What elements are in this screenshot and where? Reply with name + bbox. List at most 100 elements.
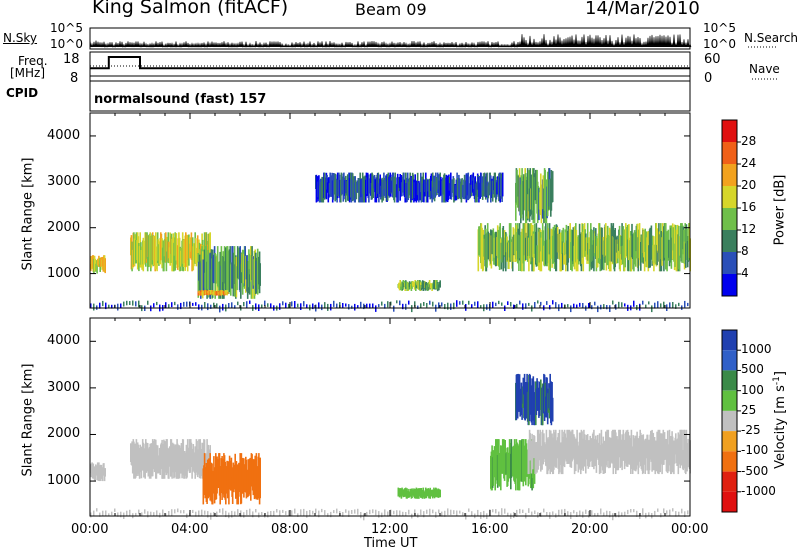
- ground-scatter-cell: [606, 510, 608, 516]
- ground-scatter-cell: [507, 301, 509, 305]
- ground-scatter-cell: [144, 509, 146, 514]
- ground-scatter-cell: [411, 305, 413, 313]
- data-cell: [601, 239, 604, 270]
- nave-tick-bottom: 0: [704, 71, 713, 86]
- freq-label: Freq.: [18, 54, 48, 68]
- ground-scatter-cell: [135, 301, 137, 307]
- ground-scatter-cell: [216, 303, 218, 308]
- ground-scatter-cell: [249, 508, 251, 516]
- ground-scatter-cell: [555, 302, 557, 309]
- data-cell: [656, 244, 658, 266]
- ground-scatter-cell: [507, 512, 509, 517]
- ground-scatter-cell: [180, 302, 182, 310]
- data-cell: [418, 489, 420, 499]
- ground-scatter-cell: [441, 511, 443, 517]
- ground-scatter-cell: [423, 511, 425, 518]
- data-cell: [104, 258, 106, 274]
- ground-scatter-cell: [282, 509, 284, 513]
- ground-scatter-cell: [147, 511, 149, 518]
- ground-scatter-cell: [138, 509, 140, 515]
- data-cell: [98, 465, 101, 482]
- data-cell: [569, 223, 571, 254]
- power-scale-swatch: [722, 186, 737, 208]
- data-cell: [570, 242, 572, 270]
- ground-scatter-cell: [492, 301, 494, 308]
- data-cell: [259, 457, 261, 499]
- data-cell: [621, 223, 623, 260]
- data-cell: [607, 429, 610, 459]
- ground-scatter-cell: [645, 304, 647, 308]
- ground-scatter-cell: [615, 513, 617, 518]
- power-scale-swatch: [722, 274, 737, 296]
- time-xtick: 08:00: [271, 522, 309, 537]
- ground-scatter-cell: [300, 303, 302, 310]
- ground-scatter-cell: [618, 301, 620, 309]
- ground-scatter-cell: [459, 510, 461, 514]
- ground-scatter-cell: [579, 302, 581, 307]
- ground-scatter-cell: [588, 303, 590, 309]
- ground-scatter-cell: [237, 509, 239, 516]
- ground-scatter-cell: [660, 513, 662, 518]
- ground-scatter-cell: [378, 304, 380, 308]
- data-cell: [428, 489, 430, 499]
- data-cell: [481, 182, 484, 200]
- ground-scatter-cell: [195, 302, 197, 306]
- ground-scatter-cell: [534, 302, 536, 308]
- power-ytick: 4000: [47, 127, 81, 143]
- ground-scatter-cell: [390, 509, 392, 517]
- data-cell: [209, 232, 211, 263]
- ground-scatter-cell: [168, 511, 170, 516]
- ground-scatter-cell: [540, 301, 542, 306]
- data-cell: [230, 457, 233, 486]
- ground-scatter-cell: [432, 509, 434, 514]
- ground-scatter-cell: [255, 303, 257, 310]
- ground-scatter-cell: [405, 512, 407, 516]
- ground-scatter-cell: [102, 300, 104, 307]
- time-xtick: 12:00: [371, 522, 409, 537]
- ground-scatter-cell: [198, 304, 200, 310]
- ground-scatter-cell: [468, 300, 470, 305]
- ground-scatter-cell: [570, 305, 572, 313]
- ground-scatter-cell: [603, 304, 605, 309]
- ground-scatter-cell: [177, 508, 179, 513]
- ground-scatter-cell: [642, 300, 644, 305]
- ground-scatter-cell: [315, 508, 317, 514]
- ground-scatter-cell: [90, 303, 92, 308]
- ground-scatter-cell: [303, 301, 305, 307]
- ground-scatter-cell: [654, 302, 656, 309]
- data-cell: [542, 230, 545, 248]
- ground-scatter-cell: [324, 510, 326, 516]
- ground-scatter-cell: [453, 510, 455, 515]
- ground-scatter-cell: [126, 300, 128, 306]
- ground-scatter-cell: [399, 510, 401, 516]
- power-scale-swatch: [722, 120, 737, 142]
- ground-scatter-cell: [435, 511, 437, 518]
- ground-scatter-cell: [630, 509, 632, 513]
- ground-scatter-cell: [345, 303, 347, 307]
- ground-scatter-cell: [597, 512, 599, 517]
- nave-tick-top: 60: [704, 52, 721, 67]
- data-cell: [547, 441, 550, 471]
- ground-scatter-cell: [513, 512, 515, 518]
- ground-scatter-cell: [267, 511, 269, 518]
- ground-scatter-cell: [591, 510, 593, 515]
- data-cell: [678, 241, 681, 272]
- ground-scatter-cell: [408, 300, 410, 305]
- ground-scatter-cell: [96, 508, 98, 512]
- data-cell: [582, 231, 585, 272]
- ground-scatter-cell: [372, 303, 374, 309]
- ground-scatter-cell: [624, 303, 626, 307]
- data-cell: [355, 186, 358, 200]
- ground-scatter-cell: [567, 511, 569, 516]
- ground-scatter-cell: [204, 510, 206, 515]
- ground-scatter-cell: [120, 511, 122, 518]
- ground-scatter-cell: [573, 510, 575, 514]
- ground-scatter-cell: [183, 301, 185, 307]
- data-cell: [439, 489, 441, 498]
- ground-scatter-cell: [516, 303, 518, 309]
- ground-scatter-cell: [579, 510, 581, 516]
- power-panel: [90, 168, 691, 313]
- ground-scatter-cell: [285, 302, 287, 308]
- ground-scatter-cell: [300, 509, 302, 516]
